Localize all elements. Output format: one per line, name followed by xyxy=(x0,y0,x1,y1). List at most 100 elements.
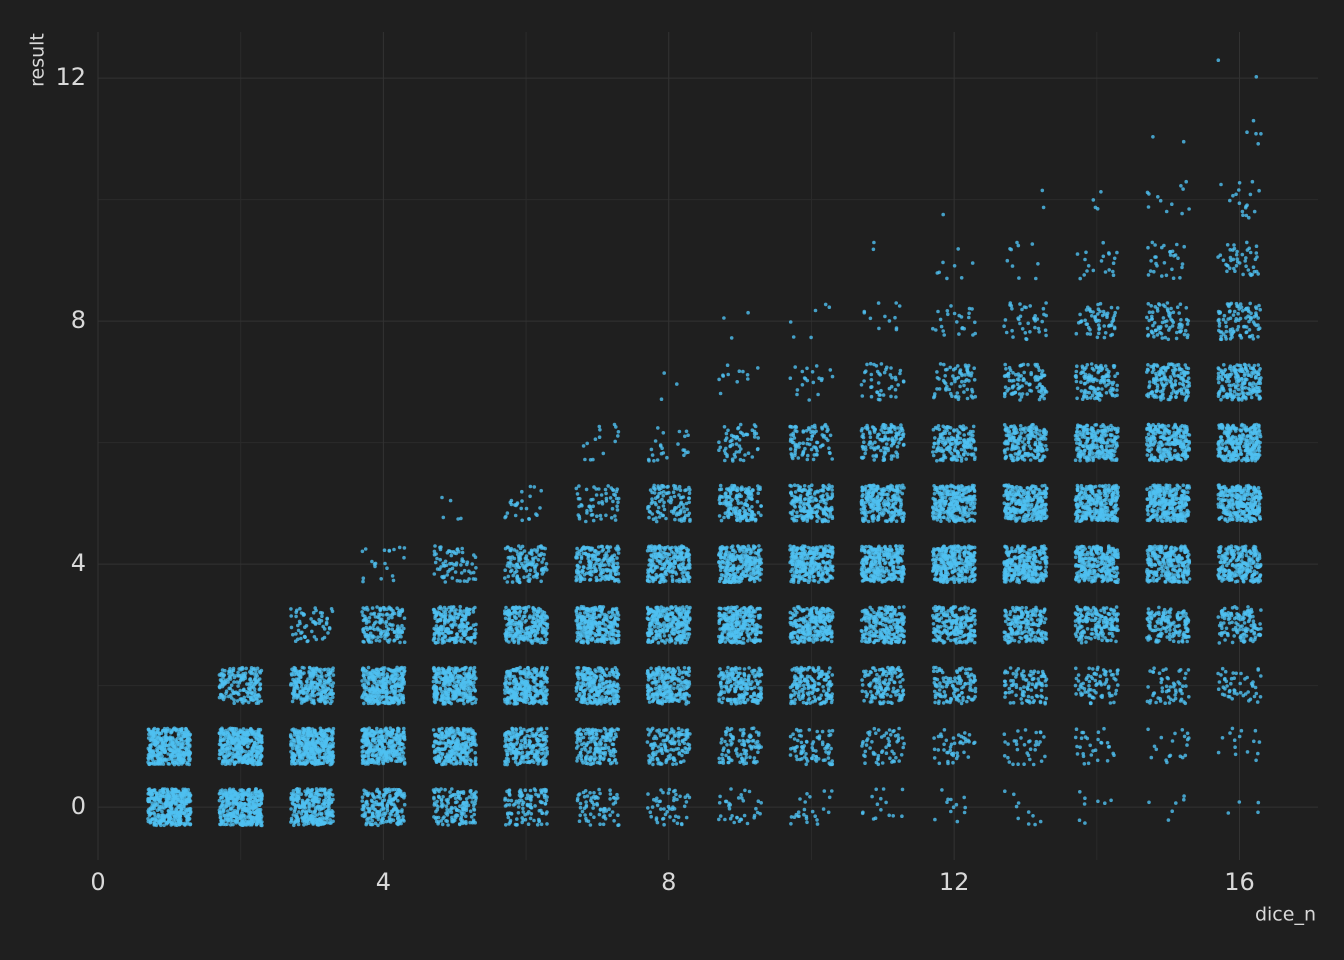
point xyxy=(291,755,296,760)
point xyxy=(467,680,472,684)
point xyxy=(503,796,508,801)
point xyxy=(221,759,226,764)
point xyxy=(169,730,174,734)
point xyxy=(330,750,335,754)
y-tick-label: 12 xyxy=(55,63,86,91)
point xyxy=(367,791,371,796)
point xyxy=(466,746,471,750)
point xyxy=(515,817,519,821)
point xyxy=(462,671,467,676)
point xyxy=(385,803,389,808)
point xyxy=(365,672,369,677)
point xyxy=(310,629,314,634)
point xyxy=(380,799,385,803)
point xyxy=(453,671,457,675)
point xyxy=(463,624,468,629)
point xyxy=(394,736,398,741)
point xyxy=(175,814,180,819)
point xyxy=(187,754,191,759)
point xyxy=(385,566,389,570)
point xyxy=(473,762,478,766)
point xyxy=(459,639,464,644)
point xyxy=(320,674,324,678)
point xyxy=(248,687,252,692)
point xyxy=(445,550,450,555)
point xyxy=(464,821,468,826)
point xyxy=(401,730,406,735)
point xyxy=(470,688,474,693)
point xyxy=(539,800,543,805)
point xyxy=(362,686,367,690)
point xyxy=(444,735,448,740)
point xyxy=(155,808,160,812)
point xyxy=(313,809,317,814)
point xyxy=(160,759,165,764)
point xyxy=(173,796,178,801)
point xyxy=(399,695,404,700)
point xyxy=(295,608,299,613)
point xyxy=(396,741,400,746)
point xyxy=(445,819,450,823)
point xyxy=(466,698,470,703)
point xyxy=(159,804,163,809)
point xyxy=(381,807,386,811)
point xyxy=(365,738,370,742)
point xyxy=(158,789,162,793)
point xyxy=(382,811,386,815)
point xyxy=(442,676,447,681)
point xyxy=(152,797,157,802)
point xyxy=(187,733,192,738)
point xyxy=(248,811,253,815)
point xyxy=(367,619,371,624)
point xyxy=(256,699,260,703)
point xyxy=(327,754,332,758)
point xyxy=(444,811,448,815)
point xyxy=(149,761,154,766)
point xyxy=(440,696,444,700)
point xyxy=(360,799,365,803)
point xyxy=(449,810,454,814)
point xyxy=(438,557,443,562)
point xyxy=(260,823,264,828)
point xyxy=(455,813,460,818)
point xyxy=(294,803,299,808)
point xyxy=(520,820,524,825)
point xyxy=(436,754,441,759)
point xyxy=(459,636,464,640)
point xyxy=(320,690,324,695)
point xyxy=(184,752,188,757)
point xyxy=(434,694,438,698)
point xyxy=(399,609,404,614)
point xyxy=(155,793,159,797)
point xyxy=(386,733,391,737)
point xyxy=(168,741,172,746)
point xyxy=(323,690,327,695)
point xyxy=(302,634,307,639)
point xyxy=(297,787,302,792)
point xyxy=(257,746,262,750)
point xyxy=(532,818,536,823)
point xyxy=(314,798,319,803)
point xyxy=(456,679,461,684)
point xyxy=(235,737,239,741)
y-axis-title: result xyxy=(27,33,49,87)
point xyxy=(370,748,375,753)
point xyxy=(296,737,301,741)
point xyxy=(505,803,509,807)
point xyxy=(393,813,398,818)
point xyxy=(468,809,473,813)
point xyxy=(393,638,397,642)
point xyxy=(230,807,234,811)
point xyxy=(229,693,233,697)
point xyxy=(327,744,332,749)
point xyxy=(371,675,376,679)
point xyxy=(465,755,470,759)
point xyxy=(402,555,406,560)
point xyxy=(217,810,222,815)
point xyxy=(371,701,376,705)
point xyxy=(176,818,181,823)
point xyxy=(364,749,369,754)
point xyxy=(224,805,228,809)
point xyxy=(383,561,387,566)
point xyxy=(379,617,384,622)
